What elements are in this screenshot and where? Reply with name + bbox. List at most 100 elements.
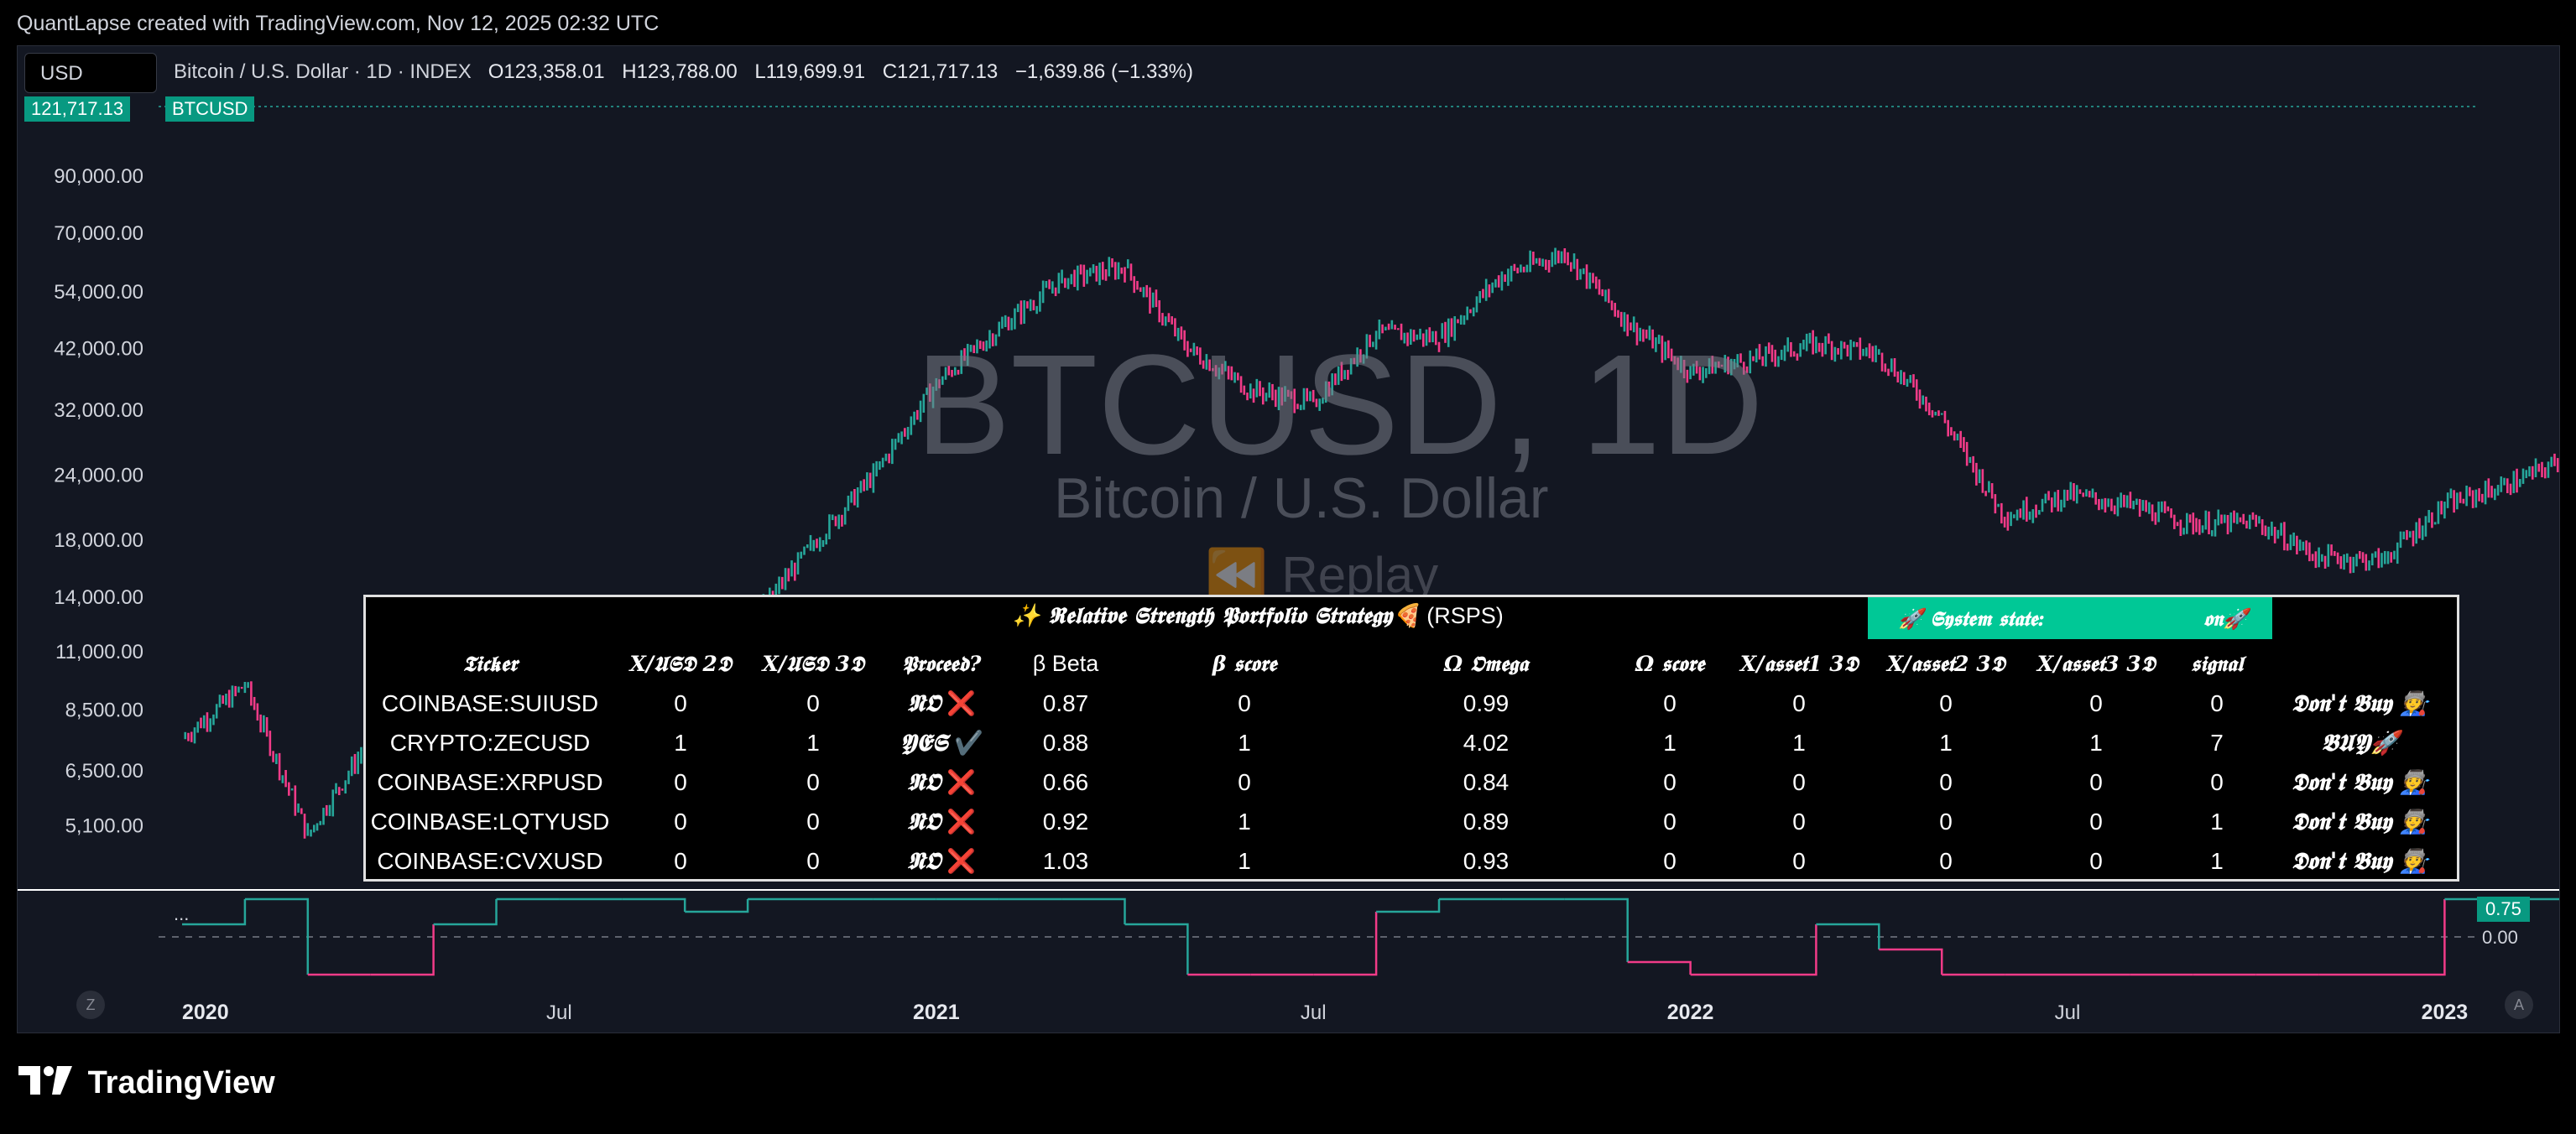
cell-omega: 0.93	[1463, 847, 1510, 874]
legend-high: H123,788.00	[622, 60, 738, 83]
cell-signal: 0	[2210, 768, 2224, 795]
cell-x2d: 0	[674, 808, 687, 835]
rsps-row: COINBASE:XRPUSD 0 0 𝕹𝕺 ❌ 0.66 0 0.84 0 0 0 0 0 𝕯𝖔𝖓'𝖙…	[366, 762, 2457, 802]
proceed-value: 𝕹𝕺	[906, 767, 941, 796]
legend-change: −1,639.86 (−1.33%)	[1014, 60, 1193, 83]
cross-icon: ❌	[946, 768, 977, 795]
cell-action: 𝕯𝖔𝖓'𝖙 𝕭𝖚𝖞 🧑‍🏭	[2291, 767, 2430, 796]
x-tick-label: 2021	[913, 1001, 960, 1024]
cell-ticker: COINBASE:LQTYUSD	[370, 808, 610, 835]
cell-signal: 0	[2210, 689, 2224, 716]
osc-settings-dots[interactable]: ...	[174, 903, 190, 924]
col-ticker: 𝕿𝖎𝖈𝖐𝖊𝖗	[462, 651, 518, 676]
cell-omega-score: 0	[1663, 768, 1676, 795]
col-signal: 𝖘𝖎𝖌𝖓𝖆𝖑	[2190, 651, 2244, 676]
cell-beta-score: 0	[1238, 689, 1251, 716]
legend-close: C121,717.13	[882, 60, 999, 83]
y-tick-label: 11,000.00	[55, 641, 143, 663]
cell-signal: 1	[2210, 808, 2224, 835]
rsps-table: ✨ 𝕽𝖊𝖑𝖆𝖙𝖎𝖛𝖊 𝕾𝖙𝖗𝖊𝖓𝖌𝖙𝖍 𝕻𝖔𝖗𝖙𝖋𝖔𝖑𝖎𝖔 𝕾𝖙𝖗𝖆𝖙𝖊𝖌𝖞🍕 …	[363, 595, 2459, 882]
cell-x2d: 0	[674, 689, 687, 716]
osc-segment	[685, 899, 749, 913]
cell-a1: 0	[1792, 847, 1806, 874]
check-icon: ✔️	[953, 729, 983, 756]
proceed-cell: 𝖄𝕰𝕾 ✔️	[879, 723, 1004, 762]
cell-beta-score: 0	[1238, 768, 1251, 795]
cell-x2d: 0	[674, 847, 687, 874]
cross-icon: ❌	[946, 808, 977, 835]
watermark-name: Bitcoin / U.S. Dollar	[1054, 466, 1549, 530]
y-tick-label: 70,000.00	[54, 222, 143, 245]
cross-icon: ❌	[946, 847, 977, 874]
price-chart[interactable]: 90,000.00 70,000.00 54,000.00 42,000.00 32,0…	[18, 46, 2560, 1033]
proceed-value: 𝕹𝕺	[906, 846, 941, 875]
cell-ticker: COINBASE:XRPUSD	[377, 768, 603, 795]
cell-omega-score: 0	[1663, 808, 1676, 835]
cell-action: 𝕯𝖔𝖓'𝖙 𝕭𝖚𝖞 🧑‍🏭	[2291, 807, 2430, 835]
currency-selector[interactable]: USD	[24, 53, 157, 93]
y-tick-label: 6,500.00	[65, 760, 143, 783]
proceed-cell: 𝕹𝕺 ❌	[879, 802, 1004, 841]
timezone-button[interactable]: Z	[76, 991, 105, 1019]
cell-a1: 0	[1792, 689, 1806, 716]
auto-scale-button[interactable]: A	[2505, 991, 2533, 1019]
rsps-grid: 𝕿𝖎𝖈𝖐𝖊𝖗 X/𝖀𝕾𝕯 2𝕯 X/𝖀𝕾𝕯 3𝕯 𝕻𝖗𝖔𝖈𝖊𝖊𝖉? β Beta…	[366, 644, 2457, 881]
proceed-cell: 𝕹𝕺 ❌	[879, 684, 1004, 723]
cell-action: 𝕯𝖔𝖓'𝖙 𝕭𝖚𝖞 🧑‍🏭	[2291, 846, 2430, 875]
cell-omega: 4.02	[1463, 729, 1510, 756]
cell-a3: 0	[2089, 768, 2103, 795]
col-x-usd-2d: X/𝖀𝕾𝕯 2𝕯	[629, 651, 732, 676]
tradingview-logo: TradingView	[18, 1065, 275, 1103]
x-tick-label: 2020	[182, 1001, 229, 1024]
ohlc-legend: Bitcoin / U.S. Dollar · 1D · INDEX O123,…	[174, 60, 1205, 84]
chart-frame[interactable]: 90,000.00 70,000.00 54,000.00 42,000.00 32,0…	[17, 45, 2560, 1033]
cell-beta-score: 1	[1238, 808, 1251, 835]
cell-x3d: 0	[806, 689, 820, 716]
cell-beta: 0.66	[1042, 768, 1089, 795]
cell-x3d: 1	[806, 729, 820, 756]
y-tick-label: 32,000.00	[54, 399, 143, 422]
y-tick-label: 42,000.00	[54, 338, 143, 361]
legend-open: O123,358.01	[488, 60, 605, 83]
cell-ticker: COINBASE:SUIUSD	[381, 689, 599, 716]
cell-a3: 0	[2089, 689, 2103, 716]
cell-a2: 0	[1939, 808, 1953, 835]
cell-a2: 0	[1939, 847, 1953, 874]
proceed-value: 𝖄𝕰𝕾	[900, 728, 948, 757]
cell-x3d: 0	[806, 768, 820, 795]
cross-icon: ❌	[946, 689, 977, 716]
cell-omega: 0.99	[1463, 689, 1510, 716]
y-tick-label: 54,000.00	[54, 281, 143, 304]
cell-beta-score: 1	[1238, 847, 1251, 874]
cell-a1: 0	[1792, 808, 1806, 835]
cell-a3: 0	[2089, 808, 2103, 835]
osc-segment	[433, 899, 498, 926]
col-x-asset3: X/𝖆𝖘𝖘𝖊𝖙3 3𝕯	[2036, 651, 2156, 676]
x-tick-label: Jul	[546, 1001, 572, 1024]
cell-a3: 0	[2089, 847, 2103, 874]
price-axis: 90,000.00 70,000.00 54,000.00 42,000.00 32,0…	[54, 165, 143, 837]
cell-ticker: COINBASE:CVXUSD	[377, 847, 603, 874]
col-omega-score: Ω 𝖘𝖈𝖔𝖗𝖊	[1635, 651, 1704, 676]
replay-label: Replay	[1281, 547, 1439, 603]
cell-action: 𝕭𝖀𝖄🚀	[2321, 728, 2400, 757]
system-state-value: 𝖔𝖓🚀	[2203, 606, 2249, 631]
rsps-row: COINBASE:CVXUSD 0 0 𝕹𝕺 ❌ 1.03 1 0.93 0 0 0 0 1 𝕯𝖔𝖓'𝖙…	[366, 841, 2457, 881]
osc-segment	[1816, 923, 1880, 949]
y-tick-label: 5,100.00	[65, 814, 143, 837]
cell-signal: 1	[2210, 847, 2224, 874]
osc-segment	[1879, 948, 1943, 975]
cell-a2: 1	[1939, 729, 1953, 756]
col-x-usd-3d: X/𝖀𝕾𝕯 3𝕯	[762, 651, 864, 676]
x-tick-label: Jul	[2055, 1001, 2081, 1024]
proceed-value: 𝕹𝕺	[906, 689, 941, 717]
osc-segment	[1627, 960, 1692, 975]
osc-segment	[1753, 924, 1817, 976]
osc-segment	[1376, 899, 1441, 913]
cell-a1: 1	[1792, 729, 1806, 756]
osc-segment	[182, 899, 247, 926]
rsps-row: CRYPTO:ZECUSD 1 1 𝖄𝕰𝕾 ✔️ 0.88 1 4.02 1 1 1 1 7 𝕭𝖀𝖄🚀	[366, 723, 2457, 762]
cell-beta-score: 1	[1238, 729, 1251, 756]
replay-icon: ⏪	[1205, 547, 1268, 603]
x-tick-label: 2023	[2422, 1001, 2469, 1024]
